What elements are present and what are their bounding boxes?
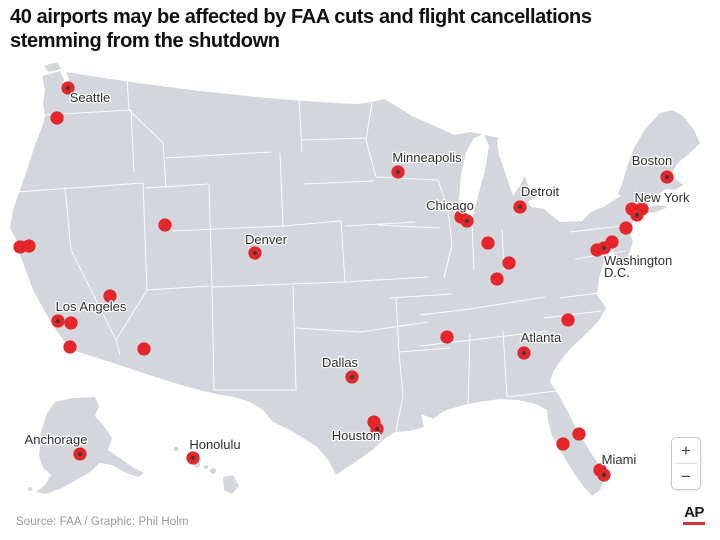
city-label: Anchorage xyxy=(25,432,88,447)
airport-dot[interactable] xyxy=(502,256,516,270)
city-marker-dot xyxy=(374,426,380,432)
airport-dots-layer xyxy=(13,81,674,482)
graphic-title: 40 airports may be affected by FAA cuts … xyxy=(10,5,710,54)
city-label: Detroit xyxy=(521,184,560,199)
airport-dot[interactable] xyxy=(22,239,36,253)
city-label: Washington xyxy=(604,253,672,268)
city-label: Atlanta xyxy=(521,330,562,345)
city-marker-dot xyxy=(464,218,470,224)
city-label: Seattle xyxy=(70,90,110,105)
airport-dot[interactable] xyxy=(561,313,575,327)
vancouver-island-shape xyxy=(44,62,61,72)
airport-dot[interactable] xyxy=(103,289,117,303)
city-label: Minneapolis xyxy=(392,150,462,165)
zoom-control-divider xyxy=(675,463,697,464)
zoom-out-button[interactable]: − xyxy=(672,464,700,489)
city-marker-dot xyxy=(349,374,355,380)
lake-michigan-shape xyxy=(459,134,489,227)
airport-dot[interactable] xyxy=(481,236,495,250)
hawaii-shapes xyxy=(173,446,239,494)
airport-dot[interactable] xyxy=(63,340,77,354)
airport-dot[interactable] xyxy=(158,218,172,232)
contiguous-us-shape xyxy=(10,71,700,496)
city-marker-dot xyxy=(65,85,71,91)
airport-dot[interactable] xyxy=(572,427,586,441)
city-label: Denver xyxy=(245,232,288,247)
airport-dot[interactable] xyxy=(137,342,151,356)
city-marker-dot xyxy=(517,204,523,210)
city-label: Boston xyxy=(632,153,672,168)
city-label: Houston xyxy=(332,428,380,443)
city-label: Chicago xyxy=(426,198,474,213)
city-marker-dot xyxy=(55,318,61,324)
airport-dot[interactable] xyxy=(556,437,570,451)
lake-huron-shape xyxy=(497,129,544,196)
city-label: Miami xyxy=(602,452,637,467)
city-marker-dot xyxy=(521,350,527,356)
lake-ontario-shape xyxy=(591,191,621,207)
ap-logo: AP xyxy=(683,505,705,525)
city-marker-dot xyxy=(634,212,640,218)
ap-logo-red-bar xyxy=(683,522,705,525)
city-marker-dot xyxy=(601,472,607,478)
city-marker-dot xyxy=(190,455,196,461)
zoom-in-button[interactable]: + xyxy=(672,438,700,463)
city-label: D.C. xyxy=(604,265,630,280)
city-label: New York xyxy=(635,190,690,205)
city-marker-dot xyxy=(664,174,670,180)
airport-dot[interactable] xyxy=(619,221,633,235)
airport-dot[interactable] xyxy=(490,272,504,286)
city-label: Honolulu xyxy=(189,437,240,452)
airport-dot[interactable] xyxy=(64,316,78,330)
city-marker-dot xyxy=(252,250,258,256)
lakes-layer xyxy=(60,71,621,227)
lake-erie-shape xyxy=(528,195,583,213)
city-label: Los Angeles xyxy=(56,299,127,314)
land-layer xyxy=(10,62,700,496)
map-zoom-control: + − xyxy=(671,437,701,490)
city-marker-dot xyxy=(77,451,83,457)
graphic-title-line1: 40 airports may be affected by FAA cuts … xyxy=(10,6,592,28)
graphic-title-line2: stemming from the shutdown xyxy=(10,30,280,53)
airport-dot[interactable] xyxy=(50,111,64,125)
airport-dot[interactable] xyxy=(440,330,454,344)
city-marker-dot xyxy=(395,169,401,175)
city-labels-layer: Seattle Los Angeles Denver Minneapolis Chica… xyxy=(23,89,691,469)
long-island-shape xyxy=(644,205,668,213)
alaska-shape xyxy=(36,397,144,494)
city-label: Dallas xyxy=(322,355,359,370)
source-credit: Source: FAA / Graphic: Phil Holm xyxy=(16,516,189,528)
city-marker-dot xyxy=(601,245,607,251)
ap-logo-text: AP xyxy=(684,504,704,521)
aleutian-island xyxy=(28,487,32,491)
state-borders xyxy=(15,76,627,432)
